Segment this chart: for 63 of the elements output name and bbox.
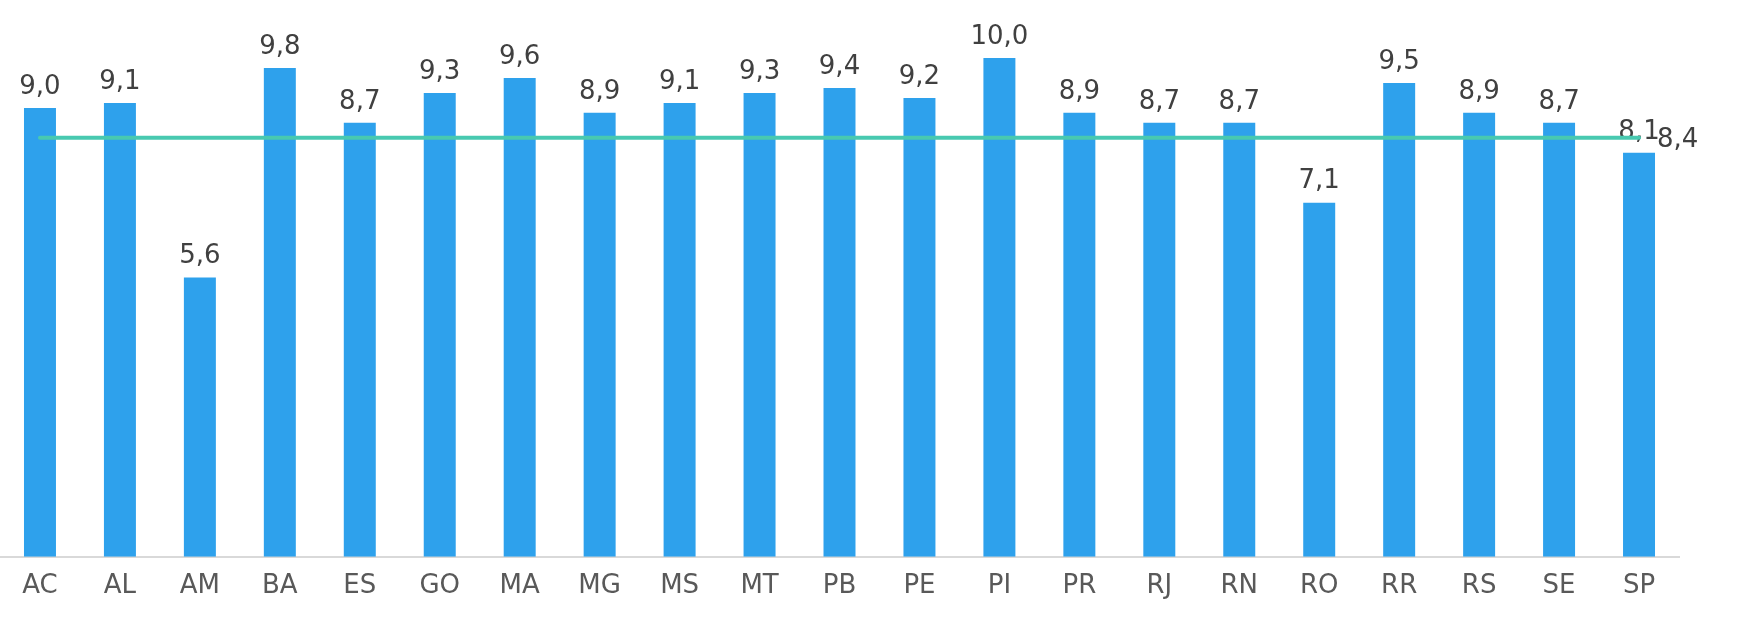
data-label: 9,0 bbox=[19, 69, 61, 100]
x-tick-label: GO bbox=[419, 569, 461, 600]
ref-line-label: 8,4 bbox=[1657, 122, 1699, 153]
data-label: 8,7 bbox=[1218, 84, 1260, 115]
bar bbox=[1463, 112, 1496, 557]
data-label: 9,1 bbox=[99, 64, 141, 95]
bar bbox=[743, 92, 776, 557]
data-label: 8,9 bbox=[1058, 74, 1101, 105]
bar bbox=[103, 102, 136, 557]
bar bbox=[583, 112, 616, 557]
x-tick-label: PI bbox=[987, 569, 1012, 600]
data-label: 8,7 bbox=[339, 84, 381, 115]
bar bbox=[903, 97, 936, 557]
bar bbox=[1223, 122, 1256, 557]
x-tick-label: PE bbox=[903, 569, 936, 600]
x-tick-label: AC bbox=[22, 569, 58, 600]
x-tick-label: RR bbox=[1381, 569, 1418, 600]
bar bbox=[663, 102, 696, 557]
bar bbox=[1383, 82, 1416, 557]
bar bbox=[183, 277, 216, 557]
bar bbox=[983, 58, 1016, 557]
data-label: 9,4 bbox=[818, 49, 861, 80]
x-tick-label: AL bbox=[103, 569, 137, 600]
bar bbox=[423, 92, 456, 557]
x-tick-label: RN bbox=[1220, 569, 1259, 600]
bar bbox=[1623, 152, 1656, 557]
x-tick-label: MT bbox=[740, 569, 779, 600]
data-label: 9,3 bbox=[738, 54, 781, 85]
x-tick-label: MS bbox=[660, 569, 700, 600]
bar bbox=[23, 107, 56, 557]
bar bbox=[343, 122, 376, 557]
x-tick-label: MG bbox=[578, 569, 621, 600]
data-label: 8,9 bbox=[578, 74, 621, 105]
data-label: 9,8 bbox=[259, 29, 301, 60]
x-tick-label: ES bbox=[343, 569, 377, 600]
x-tick-label: MA bbox=[499, 569, 541, 600]
bar bbox=[1543, 122, 1576, 557]
x-tick-label: AM bbox=[179, 569, 220, 600]
data-label: 9,3 bbox=[419, 54, 461, 85]
data-label: 7,1 bbox=[1298, 164, 1340, 195]
bar bbox=[503, 77, 536, 557]
data-label: 8,9 bbox=[1458, 74, 1500, 105]
x-tick-label: SP bbox=[1622, 569, 1656, 600]
data-label: 9,5 bbox=[1378, 44, 1420, 75]
x-tick-label: RJ bbox=[1146, 569, 1173, 600]
data-label: 9,6 bbox=[499, 39, 541, 70]
data-label: 9,1 bbox=[658, 64, 701, 95]
bar bbox=[1303, 202, 1336, 557]
x-tick-label: RO bbox=[1299, 569, 1339, 600]
x-tick-label: RS bbox=[1461, 569, 1497, 600]
data-label: 9,2 bbox=[898, 59, 941, 90]
data-label: 8,7 bbox=[1138, 84, 1180, 115]
bar bbox=[1143, 122, 1176, 557]
x-tick-label: BA bbox=[262, 569, 298, 600]
x-tick-label: PR bbox=[1062, 569, 1097, 600]
data-label: 8,7 bbox=[1538, 84, 1580, 115]
bar bbox=[263, 67, 296, 557]
data-label: 5,6 bbox=[179, 239, 221, 270]
x-tick-label: SE bbox=[1542, 569, 1576, 600]
bar bbox=[1063, 112, 1096, 557]
x-tick-label: PB bbox=[822, 569, 857, 600]
bar bbox=[823, 87, 856, 557]
data-label: 10,0 bbox=[970, 19, 1029, 50]
